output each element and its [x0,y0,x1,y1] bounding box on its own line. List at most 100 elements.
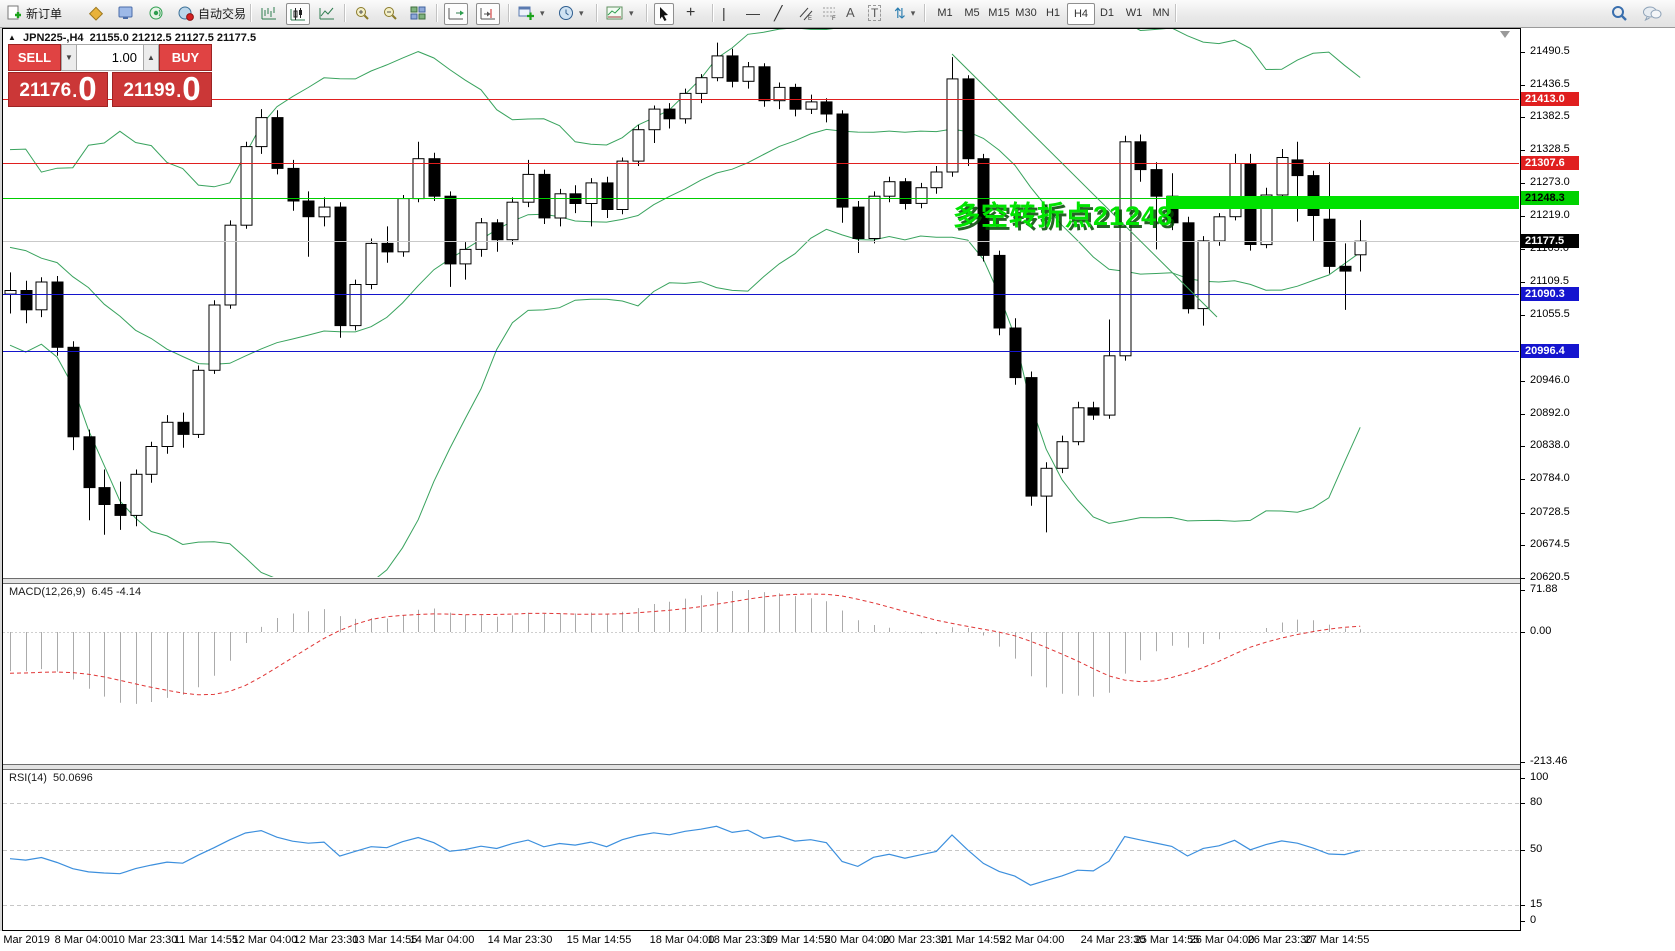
time-axis-label: 20 Mar 04:00 [824,934,890,946]
chart-plot-area[interactable] [3,29,1519,577]
price-tick-label: 21109.5 [1530,275,1569,288]
axis-tick [1521,850,1525,851]
auto-scroll-icon [448,8,464,20]
timeframe-button-m15[interactable]: M15 [988,7,1010,19]
text-button[interactable]: A [844,3,857,23]
crosshair-button[interactable]: + [684,3,697,23]
autotrading-button[interactable]: 自动交易 [176,3,248,23]
rsi-line [9,825,1361,886]
price-tick-label: 21382.5 [1530,110,1570,123]
text-label-button[interactable]: T [866,3,883,23]
price-tick-label: 20674.5 [1530,538,1570,551]
market-watch-button[interactable] [116,3,136,23]
bar-chart-button[interactable] [258,3,280,23]
rsi-value: 50.0696 [53,772,93,784]
candlestick-chart-button[interactable] [286,3,310,25]
axis-tick [1521,216,1525,218]
timeframe-button-h1[interactable]: H1 [1045,7,1061,19]
timeframe-button-m1[interactable]: M1 [937,7,953,19]
price-axis[interactable]: 21490.5 21436.5 21382.5 21328.5 21273.0 21219… [1521,28,1675,931]
price-axis-divider [1520,28,1521,931]
profiles-button[interactable]: ▾ [556,3,586,23]
timeframe-button-m30[interactable]: M30 [1015,7,1037,19]
market-watch-icon [118,6,133,19]
timeframe-button-h4[interactable]: H4 [1067,3,1095,25]
new-order-button[interactable]: 新订单 [4,3,64,23]
signals-icon [149,6,163,20]
trend-line-button[interactable]: ╱ [772,3,784,23]
buy-price-dot: . [176,81,182,101]
macd-axis-label: 0.00 [1530,625,1552,637]
time-axis-label: 26 Mar 23:30 [1247,934,1313,946]
axis-tick [1521,803,1525,804]
new-chart-button[interactable]: ▾ [516,3,547,23]
price-tick-label: 20620.5 [1530,570,1570,583]
axis-tick [1521,778,1525,779]
equidistant-channel-button[interactable]: E [796,3,816,23]
volume-increase-button[interactable]: ▲ [143,44,159,71]
new-chart-icon [518,6,534,20]
price-line-badge: 21090.3 [1521,286,1579,301]
time-axis-label: 24 Mar 23:30 [1080,934,1146,946]
time-axis-label: 8 Mar 04:00 [54,934,114,946]
ohlc-high: 21212.5 [131,32,172,44]
autotrading-icon [178,6,194,21]
community-chat-button[interactable] [1640,3,1664,23]
fibonacci-button[interactable]: F [820,3,840,23]
arrows-button[interactable]: ⇅ ▾ [892,3,917,23]
text-label-icon: T [868,5,882,21]
chart-shift-button[interactable] [476,3,500,25]
tile-windows-button[interactable] [408,3,428,23]
timeframe-button-mn[interactable]: MN [1152,7,1170,19]
one-click-trading-panel: SELL ▼ 1.00 ▲ BUY 21176 . 0 21199 . 0 [8,44,212,107]
cursor-button[interactable] [654,3,674,25]
volume-stepper: ▼ 1.00 ▲ [61,44,159,71]
time-axis-label: 26 Mar 04:00 [1189,934,1255,946]
price-tick-label: 21055.5 [1530,307,1570,320]
zoom-in-button[interactable] [352,3,373,23]
axis-tick [1521,545,1525,547]
search-button[interactable] [1608,3,1630,23]
axis-tick [1521,512,1525,514]
volume-field[interactable]: 1.00 [77,44,143,71]
time-axis-label: 13 Mar 14:55 [352,934,418,946]
chat-icon [1643,6,1662,21]
axis-tick [1521,149,1525,151]
zoom-in-icon [356,7,369,20]
indicators-button[interactable]: ▾ [604,3,636,23]
axis-tick [1521,282,1525,284]
fibonacci-icon: F [823,7,836,21]
zoom-out-button[interactable] [380,3,401,23]
crosshair-icon: + [686,4,696,21]
ohlc-low: 21127.5 [174,32,214,44]
text-icon: A [846,5,855,20]
time-axis-label: 12 Mar 04:00 [232,934,298,946]
signals-button[interactable] [146,3,166,23]
sell-price[interactable]: 21176 . 0 [8,72,108,107]
buy-button[interactable]: BUY [159,44,212,71]
buy-price[interactable]: 21199 . 0 [112,72,212,107]
time-axis-label: 21 Mar 14:55 [940,934,1006,946]
styler-button[interactable] [86,3,106,23]
timeframe-button-w1[interactable]: W1 [1125,7,1143,19]
rsi-panel-splitter[interactable] [3,764,1520,770]
timeframe-button-m5[interactable]: M5 [964,7,980,19]
rsi-axis-label: 50 [1530,843,1543,855]
line-chart-button[interactable] [316,3,338,23]
buy-price-big-digit: 0 [182,70,201,107]
cursor-icon [660,7,668,21]
profiles-caret: ▾ [579,7,584,18]
volume-decrease-button[interactable]: ▼ [61,44,77,71]
axis-tick [1521,632,1525,633]
axis-tick [1521,479,1525,481]
macd-panel-splitter[interactable] [3,578,1520,584]
timeframe-button-d1[interactable]: D1 [1099,7,1115,19]
sell-button[interactable]: SELL [8,44,61,71]
vertical-line-button[interactable]: | [720,3,728,23]
arrows-caret: ▾ [910,7,916,18]
auto-scroll-button[interactable] [444,3,468,25]
horizontal-line-button[interactable]: — [744,3,762,23]
symbol-dropdown-icon[interactable]: ▲ [8,33,16,42]
price-tick-label: 20784.0 [1530,472,1570,485]
